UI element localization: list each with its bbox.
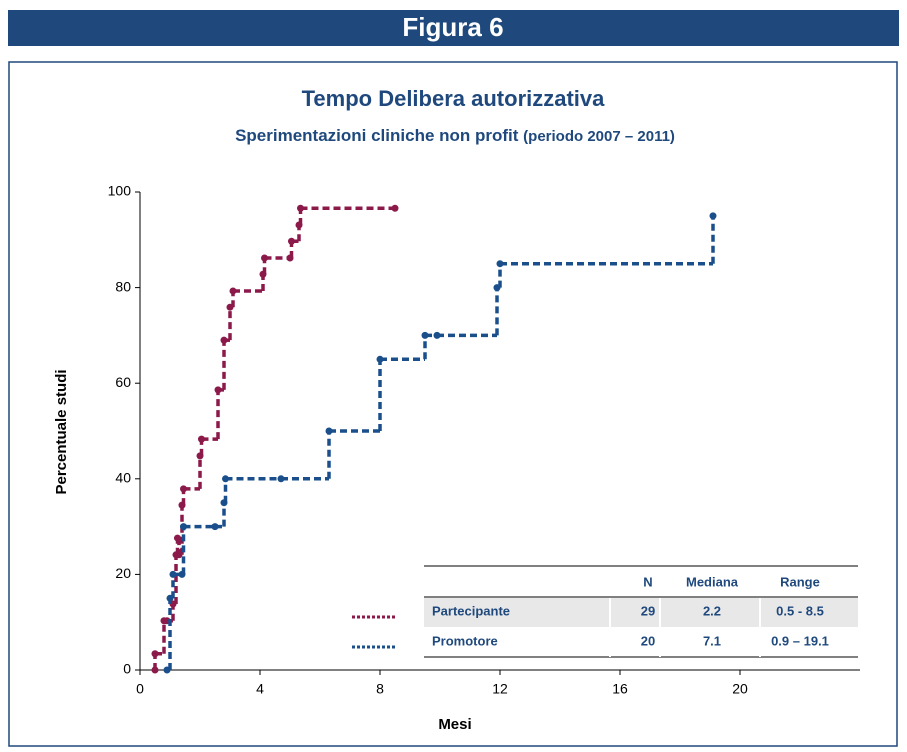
x-tick-label: 20 (732, 681, 748, 697)
point (175, 551, 183, 559)
point (288, 237, 295, 245)
point (166, 594, 174, 602)
x-tick-label: 0 (136, 681, 144, 697)
point (297, 204, 304, 212)
point (196, 452, 204, 460)
y-tick-label: 0 (123, 661, 131, 677)
point (391, 204, 399, 212)
point (222, 475, 229, 483)
point (214, 386, 222, 394)
y-tick-label: 80 (115, 278, 131, 294)
x-tick-label: 4 (256, 681, 264, 697)
table-header: Mediana (686, 574, 739, 589)
table-header: N (643, 574, 652, 589)
point (180, 523, 187, 531)
table-cell: 0.9 – 19.1 (771, 633, 829, 648)
chart-title: Tempo Delibera autorizzativa (302, 86, 606, 111)
point (169, 570, 177, 578)
point (325, 427, 333, 435)
subtitle-note: (periodo 2007 – 2011) (523, 128, 675, 145)
point (493, 284, 501, 292)
chart-subtitle: Sperimentazioni cliniche non profit (per… (235, 126, 675, 145)
legend-label: Promotore (432, 633, 498, 648)
point (163, 666, 171, 674)
table-cell: 0.5 - 8.5 (776, 603, 824, 618)
table-cell: 7.1 (703, 633, 721, 648)
x-tick-label: 8 (376, 681, 384, 697)
x-tick-label: 12 (492, 681, 508, 697)
legend-label: Partecipante (432, 603, 510, 618)
point (261, 254, 268, 262)
point (496, 260, 504, 268)
table-header: Range (780, 574, 820, 589)
table-cell: 2.2 (703, 603, 721, 618)
table-cell: 20 (641, 633, 655, 648)
point (174, 534, 181, 542)
point (198, 435, 205, 443)
table-cell: 29 (641, 603, 655, 618)
point (709, 212, 717, 220)
point (286, 254, 294, 262)
point (277, 475, 285, 483)
header-title: Figura 6 (402, 12, 503, 42)
x-axis-label: Mesi (438, 716, 471, 733)
point (421, 331, 429, 339)
point (178, 570, 186, 578)
point (259, 270, 267, 278)
y-tick-label: 20 (115, 565, 131, 581)
header-bar (8, 10, 899, 46)
y-tick-label: 60 (115, 374, 131, 390)
point (220, 499, 228, 507)
subtitle: Sperimentazioni cliniche non profit (235, 126, 519, 145)
point (220, 336, 228, 344)
point (151, 650, 159, 658)
frame (8, 61, 898, 747)
point (433, 331, 441, 339)
table-row-bg (424, 598, 858, 627)
point (151, 666, 159, 674)
point (229, 287, 237, 295)
y-tick-label: 40 (115, 470, 131, 486)
point (178, 501, 186, 509)
point (226, 303, 234, 311)
x-tick-label: 16 (612, 681, 628, 697)
point (376, 355, 384, 363)
y-axis-label: Percentuale studi (53, 369, 70, 494)
point (295, 221, 303, 229)
point (211, 523, 219, 531)
point (180, 485, 187, 493)
y-tick-label: 100 (108, 183, 132, 199)
